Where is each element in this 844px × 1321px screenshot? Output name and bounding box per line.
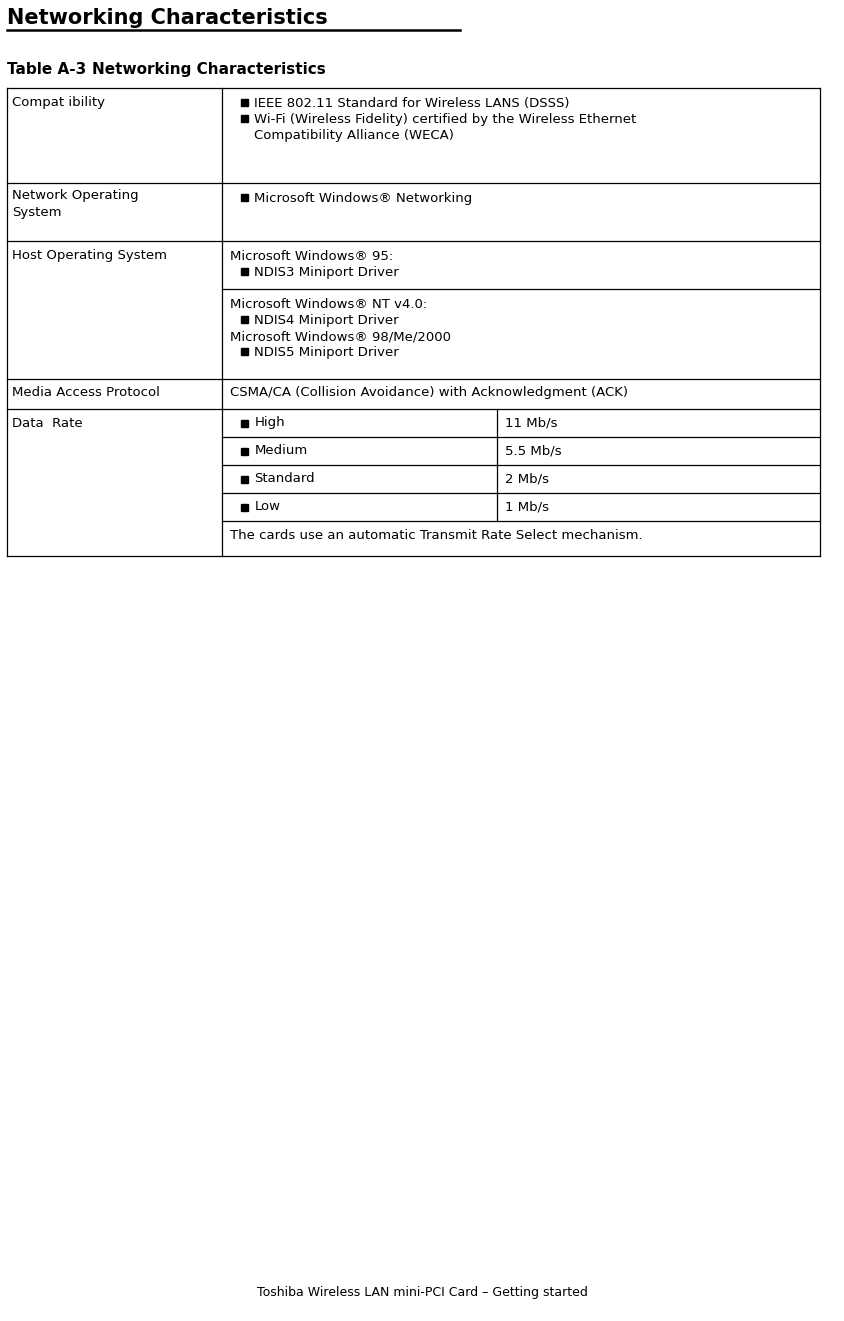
Bar bbox=[241, 476, 248, 482]
Text: Compat ibility: Compat ibility bbox=[12, 96, 105, 110]
Text: Table A-3: Table A-3 bbox=[7, 62, 86, 77]
Text: Wi-Fi (Wireless Fidelity) certified by the Wireless Ethernet: Wi-Fi (Wireless Fidelity) certified by t… bbox=[254, 114, 636, 125]
Text: Medium: Medium bbox=[254, 444, 308, 457]
Text: Microsoft Windows® Networking: Microsoft Windows® Networking bbox=[254, 192, 473, 205]
Text: 2 Mb/s: 2 Mb/s bbox=[506, 472, 549, 485]
Text: Standard: Standard bbox=[254, 472, 315, 485]
Text: Microsoft Windows® 95:: Microsoft Windows® 95: bbox=[230, 250, 393, 263]
Text: Low: Low bbox=[254, 501, 280, 513]
Text: Media Access Protocol: Media Access Protocol bbox=[12, 386, 160, 399]
Bar bbox=[241, 448, 248, 454]
Text: Networking Characteristics: Networking Characteristics bbox=[7, 8, 327, 28]
Text: 1 Mb/s: 1 Mb/s bbox=[506, 501, 549, 513]
Text: 5.5 Mb/s: 5.5 Mb/s bbox=[506, 444, 562, 457]
Text: NDIS4 Miniport Driver: NDIS4 Miniport Driver bbox=[254, 314, 399, 328]
Bar bbox=[241, 347, 248, 354]
Text: The cards use an automatic Transmit Rate Select mechanism.: The cards use an automatic Transmit Rate… bbox=[230, 528, 643, 542]
Text: Network Operating
System: Network Operating System bbox=[12, 189, 138, 219]
Text: Networking Characteristics: Networking Characteristics bbox=[92, 62, 326, 77]
Bar bbox=[241, 115, 248, 122]
Text: Microsoft Windows® 98/Me/2000: Microsoft Windows® 98/Me/2000 bbox=[230, 330, 452, 343]
Text: 11 Mb/s: 11 Mb/s bbox=[506, 416, 558, 429]
Bar bbox=[241, 420, 248, 427]
Text: Microsoft Windows® NT v4.0:: Microsoft Windows® NT v4.0: bbox=[230, 299, 428, 310]
Text: NDIS5 Miniport Driver: NDIS5 Miniport Driver bbox=[254, 346, 399, 359]
Bar bbox=[241, 99, 248, 106]
Text: High: High bbox=[254, 416, 285, 429]
Text: CSMA/CA (Collision Avoidance) with Acknowledgment (ACK): CSMA/CA (Collision Avoidance) with Ackno… bbox=[230, 386, 629, 399]
Text: Host Operating System: Host Operating System bbox=[12, 248, 167, 262]
Text: NDIS3 Miniport Driver: NDIS3 Miniport Driver bbox=[254, 266, 399, 279]
Bar bbox=[241, 267, 248, 275]
Text: IEEE 802.11 Standard for Wireless LANS (DSSS): IEEE 802.11 Standard for Wireless LANS (… bbox=[254, 96, 570, 110]
Bar bbox=[241, 503, 248, 510]
Bar bbox=[241, 316, 248, 322]
Text: Data  Rate: Data Rate bbox=[12, 417, 83, 431]
Text: Toshiba Wireless LAN mini-PCI Card – Getting started: Toshiba Wireless LAN mini-PCI Card – Get… bbox=[257, 1287, 587, 1299]
Text: Compatibility Alliance (WECA): Compatibility Alliance (WECA) bbox=[254, 129, 454, 141]
Bar bbox=[241, 193, 248, 201]
